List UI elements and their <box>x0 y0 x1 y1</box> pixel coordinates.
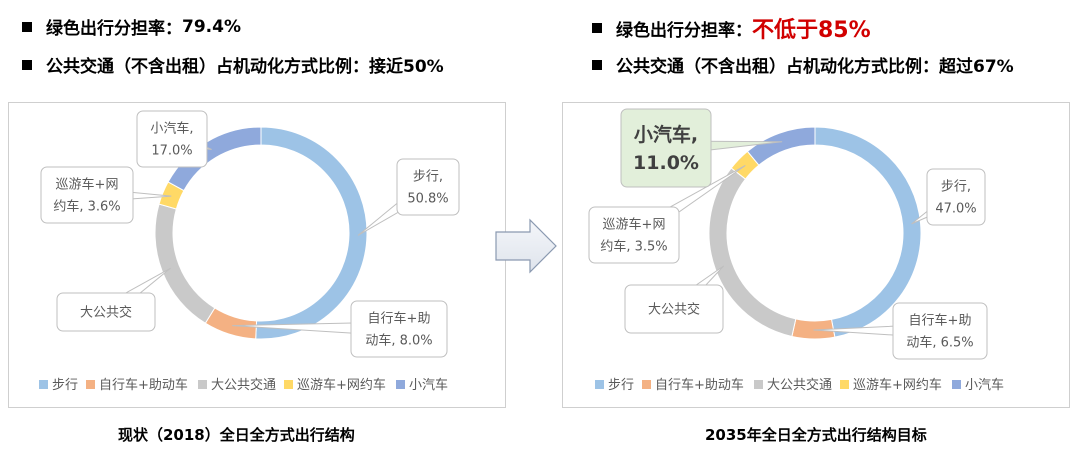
donut-slice-bus <box>154 203 216 324</box>
data-label-walk: 步行, 50.8% <box>357 158 460 236</box>
data-label-text: 约车, 3.6% <box>53 199 120 215</box>
legend-label: 步行 <box>52 378 78 393</box>
legend-item-bus: 大公共交通 <box>754 377 832 393</box>
data-label-text: 50.8% <box>407 192 448 207</box>
data-label-text: 步行, <box>413 170 443 185</box>
left-green-share-label: 绿色出行分担率： <box>46 19 182 39</box>
left-green-share-value: 79.4% <box>182 16 241 37</box>
caption-2035: 2035年全日全方式出行结构目标 <box>705 426 927 444</box>
data-label-taxi: 巡游车+网约车, 3.5% <box>588 165 746 264</box>
left-bullet-green-share: 绿色出行分担率： 79.4% <box>22 14 241 39</box>
legend-swatch <box>198 380 207 389</box>
legend-label: 巡游车+网约车 <box>297 377 386 393</box>
right-bullet-green-share: 绿色出行分担率： 不低于85% <box>592 12 871 44</box>
legend-label: 巡游车+网约车 <box>853 377 942 393</box>
data-label-text: 自行车+助 <box>368 311 431 327</box>
legend-item-walk: 步行 <box>595 378 634 393</box>
legend-item-bike: 自行车+助动车 <box>86 377 188 393</box>
legend-item-car: 小汽车 <box>952 377 1004 393</box>
donut-slice-car <box>746 126 816 166</box>
left-transit-share-label: 公共交通（不含出租）占机动化方式比例： <box>46 57 369 77</box>
legend-swatch <box>595 380 604 389</box>
data-label-text: 小汽车, <box>634 123 698 146</box>
legend-label: 步行 <box>608 378 634 393</box>
legend-item-walk: 步行 <box>39 378 78 393</box>
legend-item-bus: 大公共交通 <box>198 377 276 393</box>
data-label-text: 11.0% <box>633 152 699 174</box>
data-label-text: 17.0% <box>151 144 192 159</box>
data-label-text: 小汽车, <box>150 121 193 137</box>
data-label-bike: 自行车+助动车, 8.0% <box>232 300 448 358</box>
arrow-right-icon <box>495 218 557 274</box>
data-label-bus: 大公共交 <box>56 267 171 332</box>
legend-item-bike: 自行车+助动车 <box>642 377 744 393</box>
bullet-square-icon <box>592 59 602 70</box>
callout-box <box>56 292 156 332</box>
data-label-text: 大公共交 <box>80 305 132 321</box>
callout-box <box>624 284 724 334</box>
data-label-text: 巡游车+网 <box>56 177 119 193</box>
chart-panel-2018: 步行, 50.8% 自行车+助 动车, 8.0% 大公共交 巡游车+网 约车, 3.6% 小汽… <box>8 102 506 408</box>
legend-label: 大公共交通 <box>767 377 832 393</box>
data-label-car: 小汽车, 11.0% <box>620 108 783 188</box>
right-green-share-value: 不低于85% <box>752 18 871 43</box>
legend-item-taxi: 巡游车+网约车 <box>284 377 386 393</box>
left-bullet-transit-share: 公共交通（不含出租）占机动化方式比例： 接近50% <box>22 52 444 77</box>
right-transit-share-label: 公共交通（不含出租）占机动化方式比例： <box>616 57 939 77</box>
chart-legend: 步行 自行车+助动车 大公共交通 巡游车+网约车 小汽车 <box>595 377 1004 393</box>
data-label-text: 动车, 8.0% <box>365 333 432 349</box>
chart-panel-2035: 步行, 47.0% 自行车+助 动车, 6.5% 大公共交 巡游车+网 约车, 3.5% 小汽… <box>562 102 1070 408</box>
legend-label: 小汽车 <box>965 377 1004 393</box>
callout-box <box>892 302 988 360</box>
legend-swatch <box>39 380 48 389</box>
data-label-taxi: 巡游车+网约车, 3.6% <box>40 166 172 224</box>
legend-swatch <box>840 380 849 389</box>
legend-swatch <box>284 380 293 389</box>
legend-swatch <box>642 380 651 389</box>
data-label-text: 动车, 6.5% <box>906 335 973 351</box>
data-label-text: 自行车+助 <box>909 313 972 329</box>
left-transit-share-value: 接近50% <box>369 57 444 77</box>
callout-box <box>588 206 680 264</box>
legend-item-car: 小汽车 <box>396 377 448 393</box>
callout-box <box>350 300 448 358</box>
right-bullet-transit-share: 公共交通（不含出租）占机动化方式比例： 超过67% <box>592 52 1014 77</box>
legend-label: 自行车+助动车 <box>655 377 744 393</box>
right-transit-share-value: 超过67% <box>939 57 1014 77</box>
data-label-text: 约车, 3.5% <box>600 239 667 255</box>
data-label-bike: 自行车+助动车, 6.5% <box>813 302 988 360</box>
legend-label: 自行车+助动车 <box>99 377 188 393</box>
donut-slice-bike <box>204 307 258 340</box>
data-label-bus: 大公共交 <box>624 265 725 334</box>
legend-item-taxi: 巡游车+网约车 <box>840 377 942 393</box>
right-green-share-label: 绿色出行分担率： <box>616 20 752 41</box>
legend-swatch <box>952 380 961 389</box>
legend-swatch <box>396 380 405 389</box>
legend-label: 大公共交通 <box>211 377 276 393</box>
callout-box <box>136 110 208 168</box>
bullet-square-icon <box>22 59 32 70</box>
legend-swatch <box>754 380 763 389</box>
callout-box <box>396 158 460 216</box>
legend-label: 小汽车 <box>409 377 448 393</box>
donut-slice-walk <box>255 126 368 340</box>
bullet-square-icon <box>592 23 602 33</box>
callout-box <box>926 168 986 226</box>
data-label-walk: 步行, 47.0% <box>911 168 986 226</box>
legend-swatch <box>86 380 95 389</box>
bullet-square-icon <box>22 21 32 32</box>
data-label-text: 巡游车+网 <box>603 217 666 233</box>
callout-box <box>40 166 134 224</box>
data-label-text: 47.0% <box>935 202 976 217</box>
data-label-text: 大公共交 <box>648 302 700 318</box>
callout-box <box>620 108 712 188</box>
caption-2018: 现状（2018）全日全方式出行结构 <box>118 426 355 444</box>
data-label-car: 小汽车, 17.0% <box>136 110 212 168</box>
data-label-text: 步行, <box>941 180 971 195</box>
chart-legend: 步行 自行车+助动车 大公共交通 巡游车+网约车 小汽车 <box>39 377 448 393</box>
